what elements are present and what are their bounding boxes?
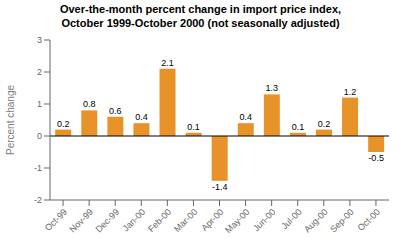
svg-text:Oct-00: Oct-00	[356, 207, 382, 233]
svg-text:Aug-00: Aug-00	[302, 207, 330, 235]
svg-text:0.2: 0.2	[318, 119, 331, 129]
svg-text:Oct-99: Oct-99	[43, 207, 69, 233]
svg-text:3: 3	[37, 35, 42, 45]
svg-text:1.3: 1.3	[266, 83, 279, 93]
svg-text:Jul-00: Jul-00	[279, 207, 303, 231]
svg-text:Percent change: Percent change	[8, 85, 16, 155]
svg-text:0.1: 0.1	[187, 122, 200, 132]
svg-text:Nov-99: Nov-99	[67, 207, 95, 235]
svg-text:Mar-00: Mar-00	[172, 207, 199, 234]
svg-text:Jun-00: Jun-00	[251, 207, 278, 234]
svg-text:0: 0	[37, 131, 42, 141]
svg-text:2: 2	[37, 67, 42, 77]
svg-text:Feb-00: Feb-00	[146, 207, 173, 234]
svg-text:Dec-99: Dec-99	[94, 207, 122, 235]
html-text:Over-the-month percent change: Over-the-month percent change in import …	[59, 3, 342, 15]
svg-text:-1: -1	[34, 163, 42, 173]
svg-text:Jan-00: Jan-00	[121, 207, 148, 234]
svg-text:1.2: 1.2	[344, 87, 357, 97]
svg-text:-0.5: -0.5	[368, 153, 384, 163]
svg-text:-2: -2	[34, 195, 42, 205]
svg-text:0.4: 0.4	[135, 112, 148, 122]
html-text:October 1999-October 2000 (not: October 1999-October 2000 (not seasonall…	[61, 17, 340, 29]
svg-text:1: 1	[37, 99, 42, 109]
svg-text:-1.4: -1.4	[212, 182, 228, 192]
svg-text:May-00: May-00	[223, 207, 251, 235]
svg-text:0.4: 0.4	[239, 112, 252, 122]
svg-text:0.2: 0.2	[57, 119, 70, 129]
svg-text:2.1: 2.1	[161, 58, 174, 68]
svg-text:Sep-00: Sep-00	[328, 207, 356, 235]
svg-text:0.1: 0.1	[292, 122, 305, 132]
svg-text:0.8: 0.8	[83, 99, 96, 109]
svg-text:Apr-00: Apr-00	[199, 207, 225, 233]
svg-text:0.6: 0.6	[109, 106, 122, 116]
